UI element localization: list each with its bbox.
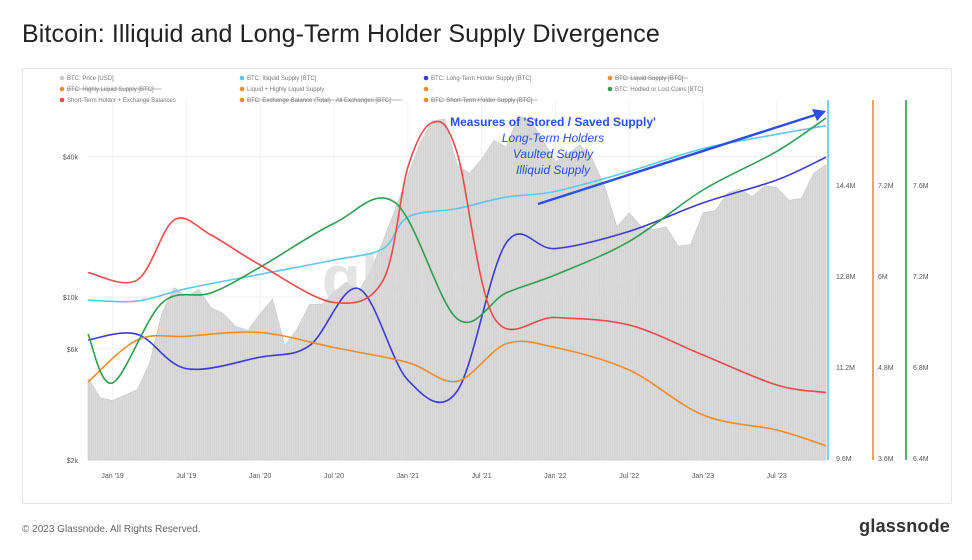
x-tick-label: Jan '23 (692, 473, 714, 480)
legend-label: - (431, 87, 433, 93)
series-line (87, 156, 827, 404)
legend-entry[interactable]: Liquid + Highly Liquid Supply (239, 86, 325, 93)
annotation-line: Long-Term Holders (502, 131, 604, 145)
legend-label: BTC: Long-Term Holder Supply [BTC] (431, 76, 532, 82)
y-tick-label: 6.8M (913, 365, 929, 372)
legend-label: BTC: Hodled or Lost Coins [BTC] (615, 87, 704, 93)
legend-marker (59, 97, 65, 103)
x-tick-label: Jan '19 (101, 473, 123, 480)
y-tick-label: 9.6M (836, 456, 852, 463)
legend-marker (423, 86, 429, 92)
y-tick-label: 7.6M (913, 183, 929, 190)
series-lines (87, 117, 827, 447)
brand-logo: glassnode (859, 516, 950, 536)
trend-arrow (537, 112, 819, 206)
x-tick-label: Jul '20 (324, 473, 344, 480)
x-tick-label: Jul '22 (619, 473, 639, 480)
legend-entry[interactable]: BTC: Illiquid Supply [BTC] (239, 75, 317, 82)
y-tick-label: 7.2M (913, 274, 929, 281)
y-tick-label: 12.8M (836, 274, 856, 281)
x-tick-label: Jan '21 (397, 473, 419, 480)
y-tick-label: 11.2M (836, 365, 855, 372)
legend-label: BTC: Illiquid Supply [BTC] (247, 76, 317, 82)
price-area-fill (87, 115, 827, 461)
series-line (87, 120, 827, 394)
legend-entry[interactable]: BTC: Short-Term Holder Supply [BTC] (423, 97, 538, 104)
y-tick-label: $6k (67, 347, 79, 354)
y-tick-label: 4.8M (878, 365, 894, 372)
legend-entry[interactable]: - (423, 86, 433, 93)
legend-marker (59, 86, 65, 92)
legend-label: BTC: Liquid Supply [BTC] (615, 76, 684, 82)
legend-entry[interactable]: Short-Term Holder + Exchange Balances (59, 97, 176, 104)
legend-entry[interactable]: BTC: Hodled or Lost Coins [BTC] (607, 86, 704, 93)
legend-marker (239, 75, 245, 81)
x-tick-label: Jan '20 (249, 473, 271, 480)
legend-label: BTC: Highly Liquid Supply [BTC] (67, 87, 154, 93)
annotation: Measures of 'Stored / Saved Supply' Long… (450, 109, 826, 206)
legend-entry[interactable]: BTC: Liquid Supply [BTC] (607, 75, 689, 82)
legend: BTC: Price [USD] BTC: Illiquid Supply [BT… (59, 75, 704, 104)
watermark: glassnode (322, 242, 639, 314)
series-line (87, 331, 827, 447)
legend-label: Liquid + Highly Liquid Supply (247, 87, 324, 93)
copyright: © 2023 Glassnode. All Rights Reserved. (22, 524, 201, 535)
trend-arrow-head (812, 109, 826, 121)
y-tick-label: $40k (63, 155, 79, 162)
axes: Jan '19 Jul '19 Jan '20 Jul '20 Jan '21 Jul '… (63, 100, 929, 480)
page-title: Bitcoin: Illiquid and Long-Term Holder S… (22, 20, 660, 48)
legend-marker (607, 75, 613, 81)
legend-label: BTC: Exchange Balance (Total) - All Exch… (247, 98, 391, 104)
legend-marker (607, 86, 613, 92)
x-tick-label: Jan '22 (544, 473, 566, 480)
y-tick-label: 7.2M (878, 183, 894, 190)
legend-entry[interactable]: BTC: Exchange Balance (Total) - All Exch… (239, 97, 403, 104)
legend-marker (59, 75, 65, 81)
annotation-line: Vaulted Supply (513, 147, 594, 161)
legend-entry[interactable]: BTC: Long-Term Holder Supply [BTC] (423, 75, 532, 82)
x-tick-label: Jul '21 (472, 473, 492, 480)
legend-entry[interactable]: BTC: Highly Liquid Supply [BTC] (59, 86, 162, 93)
series-line (87, 117, 827, 384)
legend-entry[interactable]: BTC: Price [USD] (59, 75, 114, 82)
legend-marker (239, 97, 245, 103)
annotation-line: Illiquid Supply (516, 163, 591, 177)
y-tick-label: 6M (878, 274, 888, 281)
y-tick-label: 3.6M (878, 456, 894, 463)
y-tick-label: 14.4M (836, 183, 856, 190)
annotation-heading: Measures of 'Stored / Saved Supply' (450, 115, 656, 129)
legend-marker (239, 86, 245, 92)
y-tick-label: $10k (63, 295, 79, 302)
y-tick-label: 6.4M (913, 456, 929, 463)
y-tick-label: $2k (67, 458, 79, 465)
legend-label: BTC: Price [USD] (67, 76, 114, 82)
x-tick-label: Jul '19 (176, 473, 196, 480)
chart-frame (22, 68, 952, 504)
series-line (87, 124, 827, 303)
legend-marker (423, 97, 429, 103)
legend-label: Short-Term Holder + Exchange Balances (67, 98, 176, 104)
legend-marker (423, 75, 429, 81)
x-tick-label: Jul '23 (767, 473, 787, 480)
